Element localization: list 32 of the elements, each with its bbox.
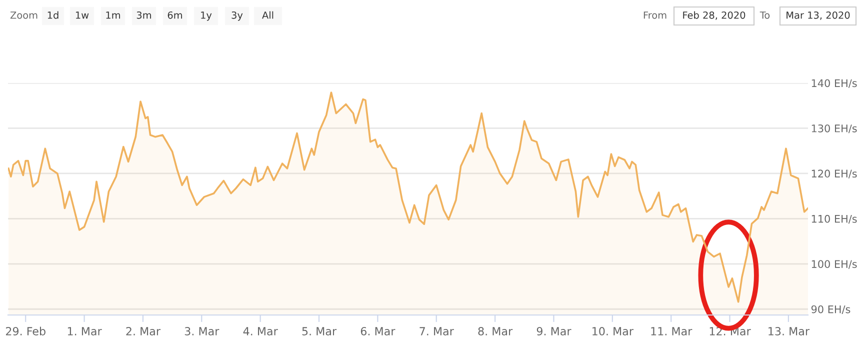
y-tick-label: 90 EH/s	[811, 305, 850, 314]
x-tick-label: 29. Feb	[6, 326, 46, 336]
y-tick-label: 130 EH/s	[812, 124, 857, 134]
text: Zoom	[10, 12, 38, 19]
text: 3m	[136, 11, 152, 19]
x-tick-label: 6. Mar	[360, 327, 396, 336]
x-tick-label: 10. Mar	[592, 327, 634, 336]
text: 3y	[232, 11, 243, 21]
text: 1m	[106, 12, 120, 19]
x-tick-label: 13. Mar	[768, 327, 810, 336]
x-tick-label: 8. Mar	[478, 327, 513, 336]
text: Mar 13, 2020	[786, 11, 850, 20]
x-tick-label: 2. Mar	[126, 327, 161, 336]
x-tick-label: 1. Mar	[68, 327, 102, 336]
x-tick-label: 5. Mar	[302, 327, 337, 336]
text: Feb 28, 2020	[683, 11, 746, 20]
text: 1d	[48, 11, 58, 19]
text: 6m	[168, 11, 182, 19]
y-tick-label: 140 EH/s	[812, 79, 857, 88]
y-tick-label: 120 EH/s	[812, 170, 857, 178]
y-tick-label: 100 EH/s	[812, 260, 857, 269]
x-tick-label: 9. Mar	[536, 327, 572, 336]
text: All	[262, 11, 274, 19]
x-tick-label: 11. Mar	[651, 327, 692, 336]
text: From	[644, 12, 666, 19]
text: 1y	[201, 12, 212, 21]
text: To	[760, 12, 770, 19]
x-tick-label: 4. Mar	[243, 327, 278, 336]
x-tick-label: 3. Mar	[184, 327, 220, 336]
text: 1w	[76, 12, 89, 19]
x-tick-label: 7. Mar	[420, 327, 454, 336]
y-tick-label: 110 EH/s	[812, 214, 857, 224]
